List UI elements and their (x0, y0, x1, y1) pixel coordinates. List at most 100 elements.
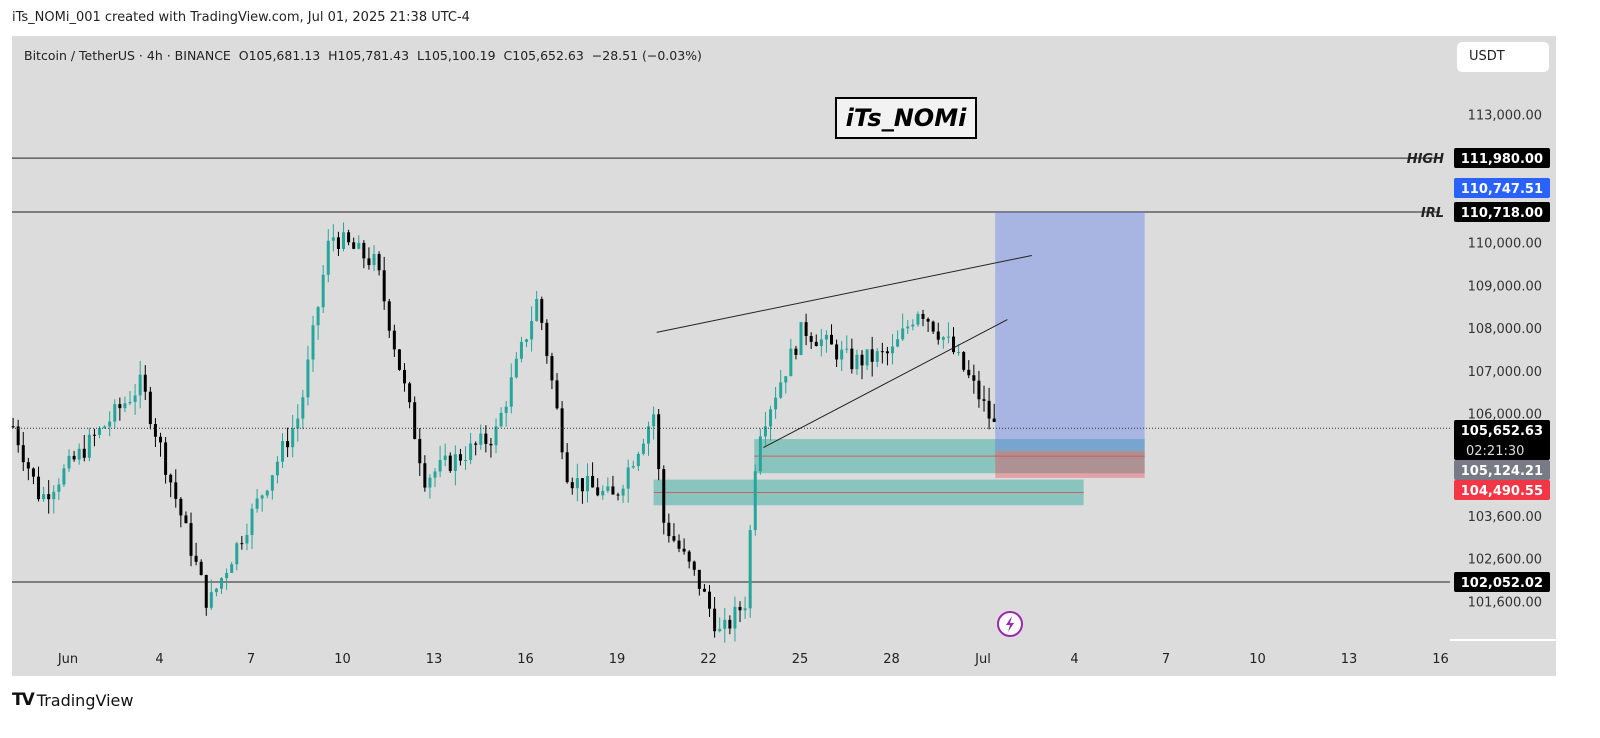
candle-up (855, 354, 859, 370)
candle-up (758, 436, 762, 472)
symbol-legend: Bitcoin / TetherUS · 4h · BINANCE O105,6… (24, 48, 702, 63)
candle-down (484, 433, 488, 444)
candle-up (601, 490, 605, 496)
candle-up (331, 237, 335, 241)
y-tick-label: 102,600.00 (1468, 553, 1542, 568)
candle-up (291, 428, 295, 448)
candle-up (433, 471, 437, 478)
candle-up (260, 495, 264, 499)
y-tick-label: 107,000.00 (1468, 365, 1542, 380)
candle-up (357, 242, 361, 249)
price-tag (1454, 202, 1550, 222)
candle-down (880, 351, 884, 353)
candle-up (62, 468, 66, 485)
candle-up (845, 348, 849, 350)
candle-down (809, 336, 813, 342)
candle-up (641, 443, 645, 454)
x-tick-label: 7 (1162, 652, 1170, 667)
candle-down (387, 301, 391, 331)
price-tag-label: 111,980.00 (1461, 152, 1543, 167)
candle-up (321, 274, 325, 308)
candle-up (723, 619, 727, 629)
tradingview-logo[interactable]: TV TradingView (12, 690, 133, 710)
level-label: HIGH (1407, 152, 1444, 167)
candle-up (647, 426, 651, 444)
candle-down (336, 237, 340, 250)
candle-down (814, 341, 818, 347)
candle-up (326, 240, 330, 275)
x-tick-label: 16 (517, 652, 534, 667)
tradingview-icon: TV (12, 690, 35, 710)
candle-up (225, 572, 229, 579)
chart-panel[interactable] (12, 36, 1556, 676)
long-target-zone (995, 212, 1145, 451)
x-tick-label: 13 (1341, 652, 1358, 667)
candle-up (575, 478, 579, 489)
candle-down (692, 561, 696, 570)
candle-up (916, 313, 920, 325)
y-tick-label: 101,600.00 (1468, 595, 1542, 610)
level-label: IRL (1421, 206, 1444, 221)
candle-up (606, 486, 610, 491)
candle-up (296, 418, 300, 429)
price-tag (1454, 420, 1550, 460)
candle-down (850, 348, 854, 370)
candle-down (662, 469, 666, 523)
candle-down (677, 540, 681, 549)
candle-down (596, 487, 600, 496)
x-tick-label: 10 (334, 652, 351, 667)
candle-up (819, 339, 823, 347)
candle-down (179, 498, 183, 516)
candle-up (138, 374, 142, 396)
currency-button[interactable]: USDT (1457, 42, 1549, 72)
candle-up (301, 397, 305, 419)
candle-down (458, 454, 462, 461)
candle-down (199, 561, 203, 576)
candle-up (342, 232, 346, 250)
y-tick-label: 109,000.00 (1468, 279, 1542, 294)
candle-up (906, 326, 910, 329)
candle-down (82, 448, 86, 458)
candle-up (769, 409, 773, 427)
candle-up (799, 322, 803, 355)
candle-down (352, 242, 356, 249)
candle-up (753, 471, 757, 531)
candle-up (464, 460, 468, 462)
candle-down (708, 591, 712, 609)
candle-down (672, 536, 676, 541)
candle-down (738, 606, 742, 611)
candle-up (530, 320, 534, 340)
candle-down (286, 441, 290, 448)
x-tick-label: 7 (247, 652, 255, 667)
candle-down (382, 270, 386, 302)
candle-down (37, 476, 41, 500)
candle-down (550, 356, 554, 381)
candle-down (31, 468, 35, 477)
candle-up (621, 488, 625, 496)
candle-up (57, 484, 61, 492)
candle-up (316, 307, 320, 326)
long-stop-zone (995, 450, 1145, 478)
x-tick-label: 10 (1249, 652, 1266, 667)
candle-down (72, 455, 76, 460)
candle-up (499, 412, 503, 427)
x-tick-label: Jun (57, 652, 78, 667)
candle-up (733, 606, 737, 629)
candle-up (235, 543, 239, 565)
candle-up (108, 421, 112, 427)
candle-up (784, 376, 788, 383)
candle-down (423, 463, 427, 488)
x-tick-label: 28 (883, 652, 900, 667)
candle-down (159, 436, 163, 443)
candle-up (865, 349, 869, 366)
candle-up (255, 498, 259, 509)
candle-up (891, 346, 895, 354)
x-tick-label: 4 (155, 652, 163, 667)
candle-down (936, 331, 940, 340)
candle-down (570, 482, 574, 489)
x-tick-label: Jul (974, 652, 991, 667)
candle-up (245, 534, 249, 544)
price-tag (1454, 460, 1550, 480)
candle-down (952, 336, 956, 353)
